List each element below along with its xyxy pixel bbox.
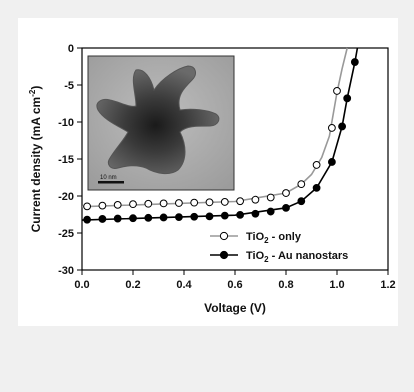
- legend: TiO2 - only TiO2 - Au nanostars: [210, 231, 348, 264]
- legend-entry-tio2-au: TiO2 - Au nanostars: [210, 250, 348, 264]
- y-axis-title: Current density (mA cm-2): [28, 86, 43, 233]
- x-tick-label: 0.6: [227, 279, 242, 291]
- inset-scalebar-label: 10 nm: [100, 175, 117, 181]
- data-point-tio2-only: [190, 198, 199, 207]
- legend-marker-filled-circle: [219, 250, 229, 260]
- legend-label-tio2-au-base: TiO: [246, 250, 265, 262]
- nanostar-particle-icon: [96, 65, 220, 175]
- data-point-tio2-au: [144, 213, 153, 222]
- series-line-tio2-au: [81, 47, 359, 221]
- y-tick-label: -20: [58, 191, 74, 203]
- data-point-tio2-only: [266, 193, 275, 202]
- y-axis: 0 -5 -10 -15 -20 -25 -30: [58, 43, 82, 277]
- legend-label-tio2-au-sub: 2: [264, 255, 269, 264]
- series-layer: [81, 47, 359, 224]
- data-point-tio2-only: [113, 200, 122, 209]
- legend-label-tio2-au-rest: - Au nanostars: [269, 250, 349, 262]
- data-point-tio2-only: [297, 180, 306, 189]
- y-tick-label: -10: [58, 117, 74, 129]
- x-axis-title: Voltage (V): [204, 301, 266, 315]
- data-point-tio2-only: [144, 199, 153, 208]
- data-point-tio2-only: [220, 198, 229, 206]
- y-axis-title-main: Current density (mA cm: [29, 97, 43, 233]
- legend-label-tio2-only-base: TiO: [246, 231, 265, 243]
- legend-marker-open-circle: [219, 231, 229, 241]
- y-axis-title-close: ): [29, 86, 43, 90]
- data-point-tio2-au: [282, 203, 290, 212]
- data-point-tio2-au: [251, 209, 260, 218]
- y-tick-label: -5: [64, 80, 74, 92]
- data-point-tio2-only: [251, 195, 260, 204]
- y-axis-title-exponent: -2: [28, 89, 37, 97]
- data-point-tio2-only: [175, 199, 183, 207]
- y-tick-label: -30: [58, 265, 74, 277]
- x-tick-label: 0.4: [176, 279, 192, 291]
- x-tick-label: 0.2: [125, 279, 140, 291]
- x-tick-label: 0.8: [278, 279, 293, 291]
- data-point-tio2-only: [129, 200, 137, 209]
- y-tick-label: -25: [58, 228, 74, 240]
- inset-scalebar: [98, 181, 124, 184]
- data-point-tio2-au: [113, 214, 122, 223]
- data-point-tio2-only: [236, 197, 245, 206]
- data-point-tio2-au: [350, 58, 359, 66]
- data-point-tio2-only: [205, 198, 214, 207]
- data-point-tio2-only: [159, 199, 168, 208]
- data-point-tio2-au: [129, 214, 137, 223]
- data-point-tio2-au: [338, 122, 347, 131]
- data-point-tio2-au: [190, 212, 199, 221]
- legend-label-tio2-only-rest: - only: [269, 231, 302, 243]
- y-tick-label: -15: [58, 154, 74, 166]
- data-point-tio2-only: [333, 87, 341, 95]
- data-point-tio2-only: [282, 189, 290, 197]
- data-point-tio2-au: [297, 197, 306, 206]
- inset-tem-image: 10 nm: [87, 55, 235, 191]
- data-point-tio2-au: [220, 211, 229, 220]
- x-axis: 0.0 0.2 0.4 0.6 0.8 1.0 1.2: [74, 270, 396, 291]
- y-tick-label: 0: [68, 43, 74, 55]
- jv-chart: 10 nm 0.0 0.2 0.4 0.6 0.8 1.0 1.2 0-5-10-15-20…: [28, 43, 396, 315]
- data-point-tio2-au: [175, 213, 183, 221]
- data-point-tio2-only: [98, 201, 107, 210]
- data-point-tio2-au: [205, 212, 214, 221]
- data-point-tio2-au: [266, 207, 275, 216]
- data-point-tio2-only: [83, 202, 91, 211]
- x-tick-label: 1.2: [380, 279, 395, 291]
- x-tick-label: 0.0: [74, 279, 89, 291]
- data-point-tio2-only: [328, 124, 336, 132]
- data-point-tio2-au: [83, 215, 91, 224]
- data-point-tio2-only: [312, 161, 321, 169]
- data-point-tio2-au: [312, 183, 321, 192]
- legend-label-tio2-only-sub: 2: [264, 236, 269, 245]
- data-point-tio2-au: [328, 158, 336, 166]
- data-point-tio2-au: [343, 94, 352, 103]
- data-point-tio2-au: [98, 215, 107, 223]
- svg-text:TiO2 - only: TiO2 - only: [246, 231, 302, 245]
- svg-text:TiO2 - Au nanostars: TiO2 - Au nanostars: [246, 250, 348, 264]
- data-point-tio2-au: [236, 210, 245, 219]
- figure-panel: 10 nm 0.0 0.2 0.4 0.6 0.8 1.0 1.2 0 -5 -10 -15 -20…: [18, 18, 398, 326]
- legend-entry-tio2-only: TiO2 - only: [210, 231, 302, 245]
- x-tick-label: 1.0: [329, 279, 344, 291]
- data-point-tio2-au: [159, 213, 168, 222]
